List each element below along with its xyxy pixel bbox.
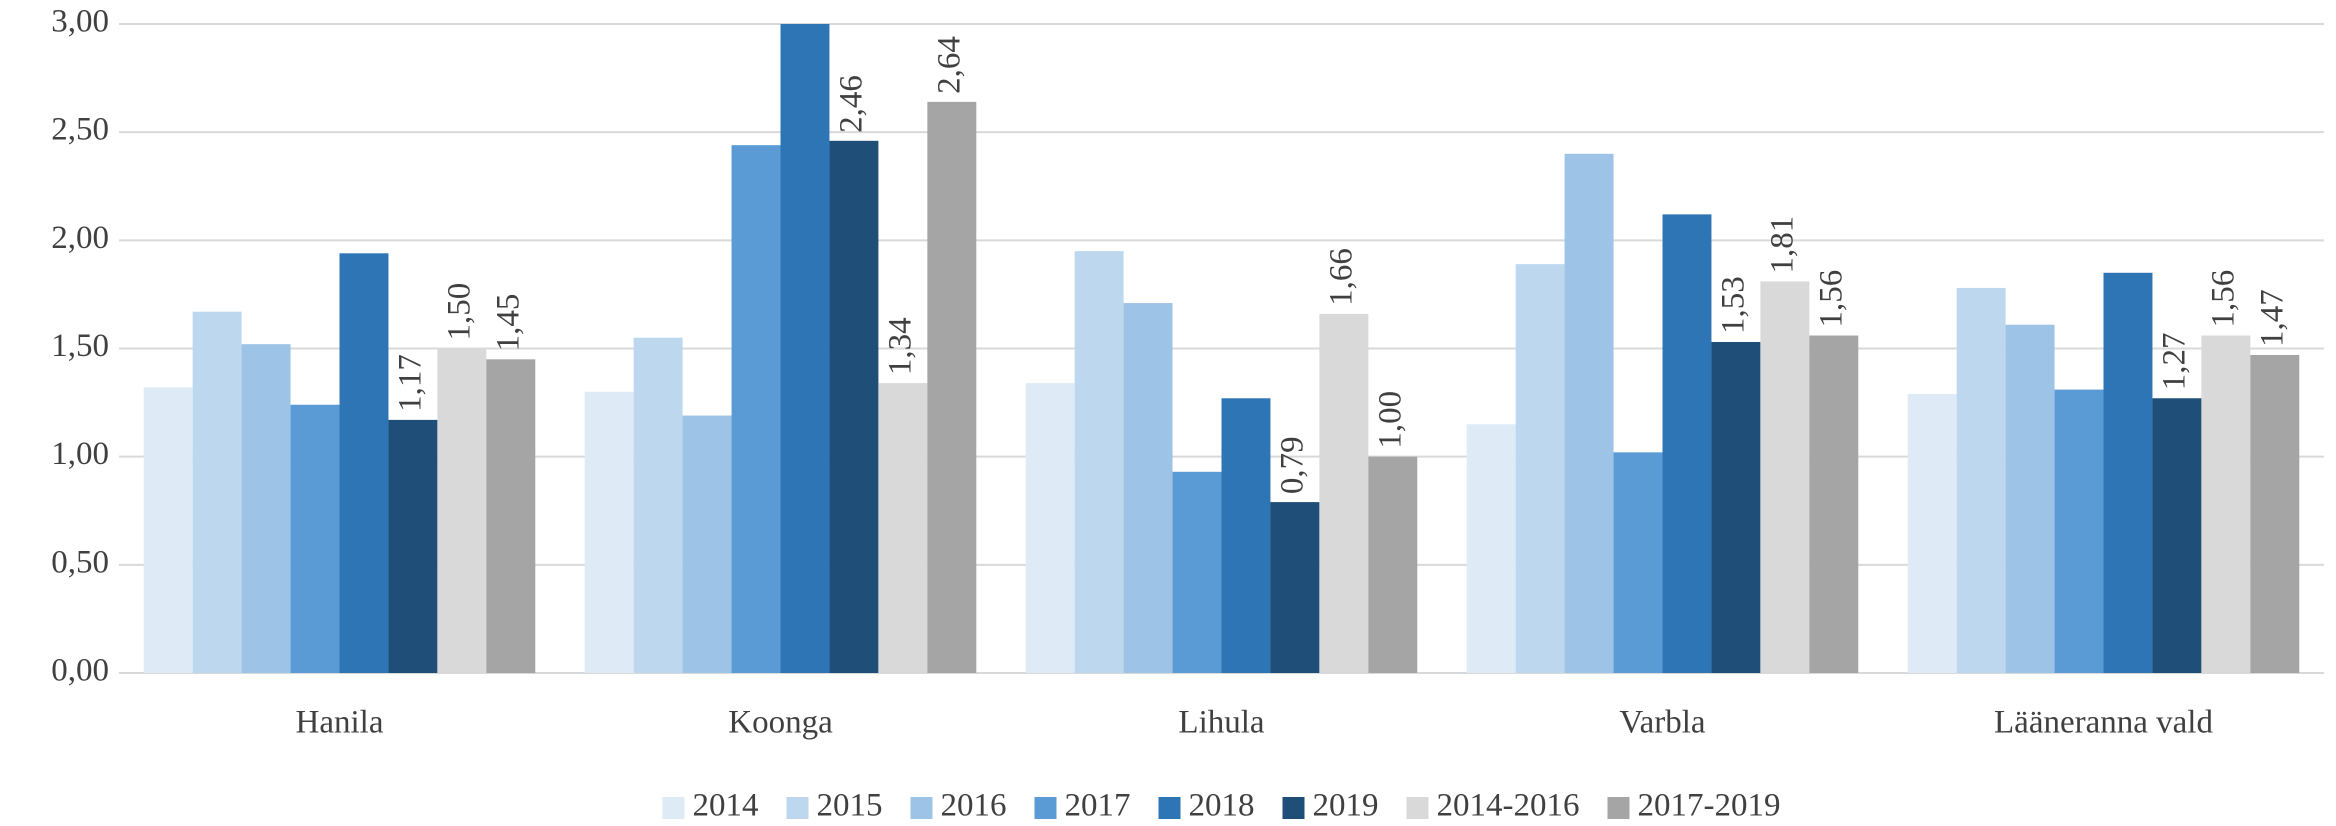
bar <box>241 344 291 673</box>
data-label: 1,34 <box>882 317 918 375</box>
y-tick-label: 2,50 <box>51 112 109 148</box>
bar <box>1809 335 1859 673</box>
data-label: 1,00 <box>1372 391 1408 449</box>
legend-swatch <box>1607 797 1630 819</box>
bar <box>1956 287 2006 673</box>
bar <box>1907 393 1957 673</box>
data-label: 1,56 <box>1813 270 1849 328</box>
bar <box>1466 424 1516 673</box>
bar <box>2054 389 2104 673</box>
data-label: 1,50 <box>441 283 477 341</box>
data-label: 2,64 <box>931 36 967 94</box>
legend-label: 2016 <box>941 788 1007 824</box>
data-label: 2,46 <box>834 75 870 133</box>
y-tick-label: 1,50 <box>51 328 109 364</box>
bar <box>2103 272 2153 673</box>
bar <box>1270 502 1320 673</box>
bar <box>1172 471 1222 673</box>
bar <box>2152 398 2202 673</box>
bar <box>1515 264 1565 673</box>
y-tick-label: 1,00 <box>51 436 109 472</box>
legend-swatch <box>1406 797 1429 819</box>
bar <box>1025 383 1075 673</box>
bar <box>633 337 683 673</box>
data-label: 1,53 <box>1716 276 1752 334</box>
y-tick-label: 0,50 <box>51 544 109 580</box>
y-tick-label: 3,00 <box>51 4 109 40</box>
bar <box>437 348 487 673</box>
bar <box>2250 354 2300 673</box>
legend-swatch <box>1282 797 1305 819</box>
legend-swatch <box>786 797 809 819</box>
bar <box>290 404 340 673</box>
legend-swatch <box>662 797 685 819</box>
bar <box>388 419 438 673</box>
bar <box>486 359 536 673</box>
bar <box>1564 153 1614 674</box>
y-tick-label: 2,00 <box>51 220 109 256</box>
bar <box>682 415 732 673</box>
data-label: 1,45 <box>490 294 526 352</box>
data-label: 0,79 <box>1275 436 1311 494</box>
data-label: 1,17 <box>393 354 429 412</box>
legend-swatch <box>1034 797 1057 819</box>
legend-label: 2017-2019 <box>1638 788 1781 824</box>
data-label: 1,47 <box>2254 289 2290 347</box>
bar <box>2201 335 2251 673</box>
bar <box>1613 452 1663 673</box>
legend-label: 2014-2016 <box>1437 788 1580 824</box>
bar <box>1123 303 1173 673</box>
legend-label: 2014 <box>693 788 759 824</box>
legend-label: 2019 <box>1313 788 1379 824</box>
data-label: 1,27 <box>2157 333 2193 391</box>
bar <box>192 311 242 673</box>
legend-swatch <box>910 797 933 819</box>
legend-swatch <box>1158 797 1181 819</box>
bar <box>1711 342 1761 673</box>
y-tick-label: 0,00 <box>51 653 109 689</box>
legend-label: 2017 <box>1065 788 1131 824</box>
bar <box>1221 398 1271 673</box>
x-tick-label: Varbla <box>1619 705 1705 741</box>
x-tick-label: Lihula <box>1178 705 1264 741</box>
bar <box>780 24 830 673</box>
bar <box>339 253 389 673</box>
x-tick-label: Koonga <box>728 705 833 741</box>
data-label: 1,81 <box>1764 216 1800 274</box>
bar <box>927 101 977 673</box>
bar <box>584 391 634 673</box>
x-tick-label: Hanila <box>296 705 384 741</box>
legend-label: 2018 <box>1189 788 1255 824</box>
bar <box>2005 324 2055 673</box>
bar <box>1074 251 1124 673</box>
data-label: 1,56 <box>2205 270 2241 328</box>
bar <box>829 140 879 673</box>
bar <box>1319 313 1369 673</box>
bar <box>1760 281 1810 673</box>
bar <box>1368 456 1418 673</box>
data-label: 1,66 <box>1323 248 1359 306</box>
bar <box>878 383 928 673</box>
legend: 2014 2015 2016 2017 2018 2019 2014-2016 2017-20… <box>662 788 1781 824</box>
x-tick-label: Lääneranna vald <box>1994 705 2213 741</box>
bar <box>731 145 781 673</box>
bar <box>1662 214 1712 673</box>
bar <box>143 387 193 673</box>
legend-label: 2015 <box>817 788 883 824</box>
